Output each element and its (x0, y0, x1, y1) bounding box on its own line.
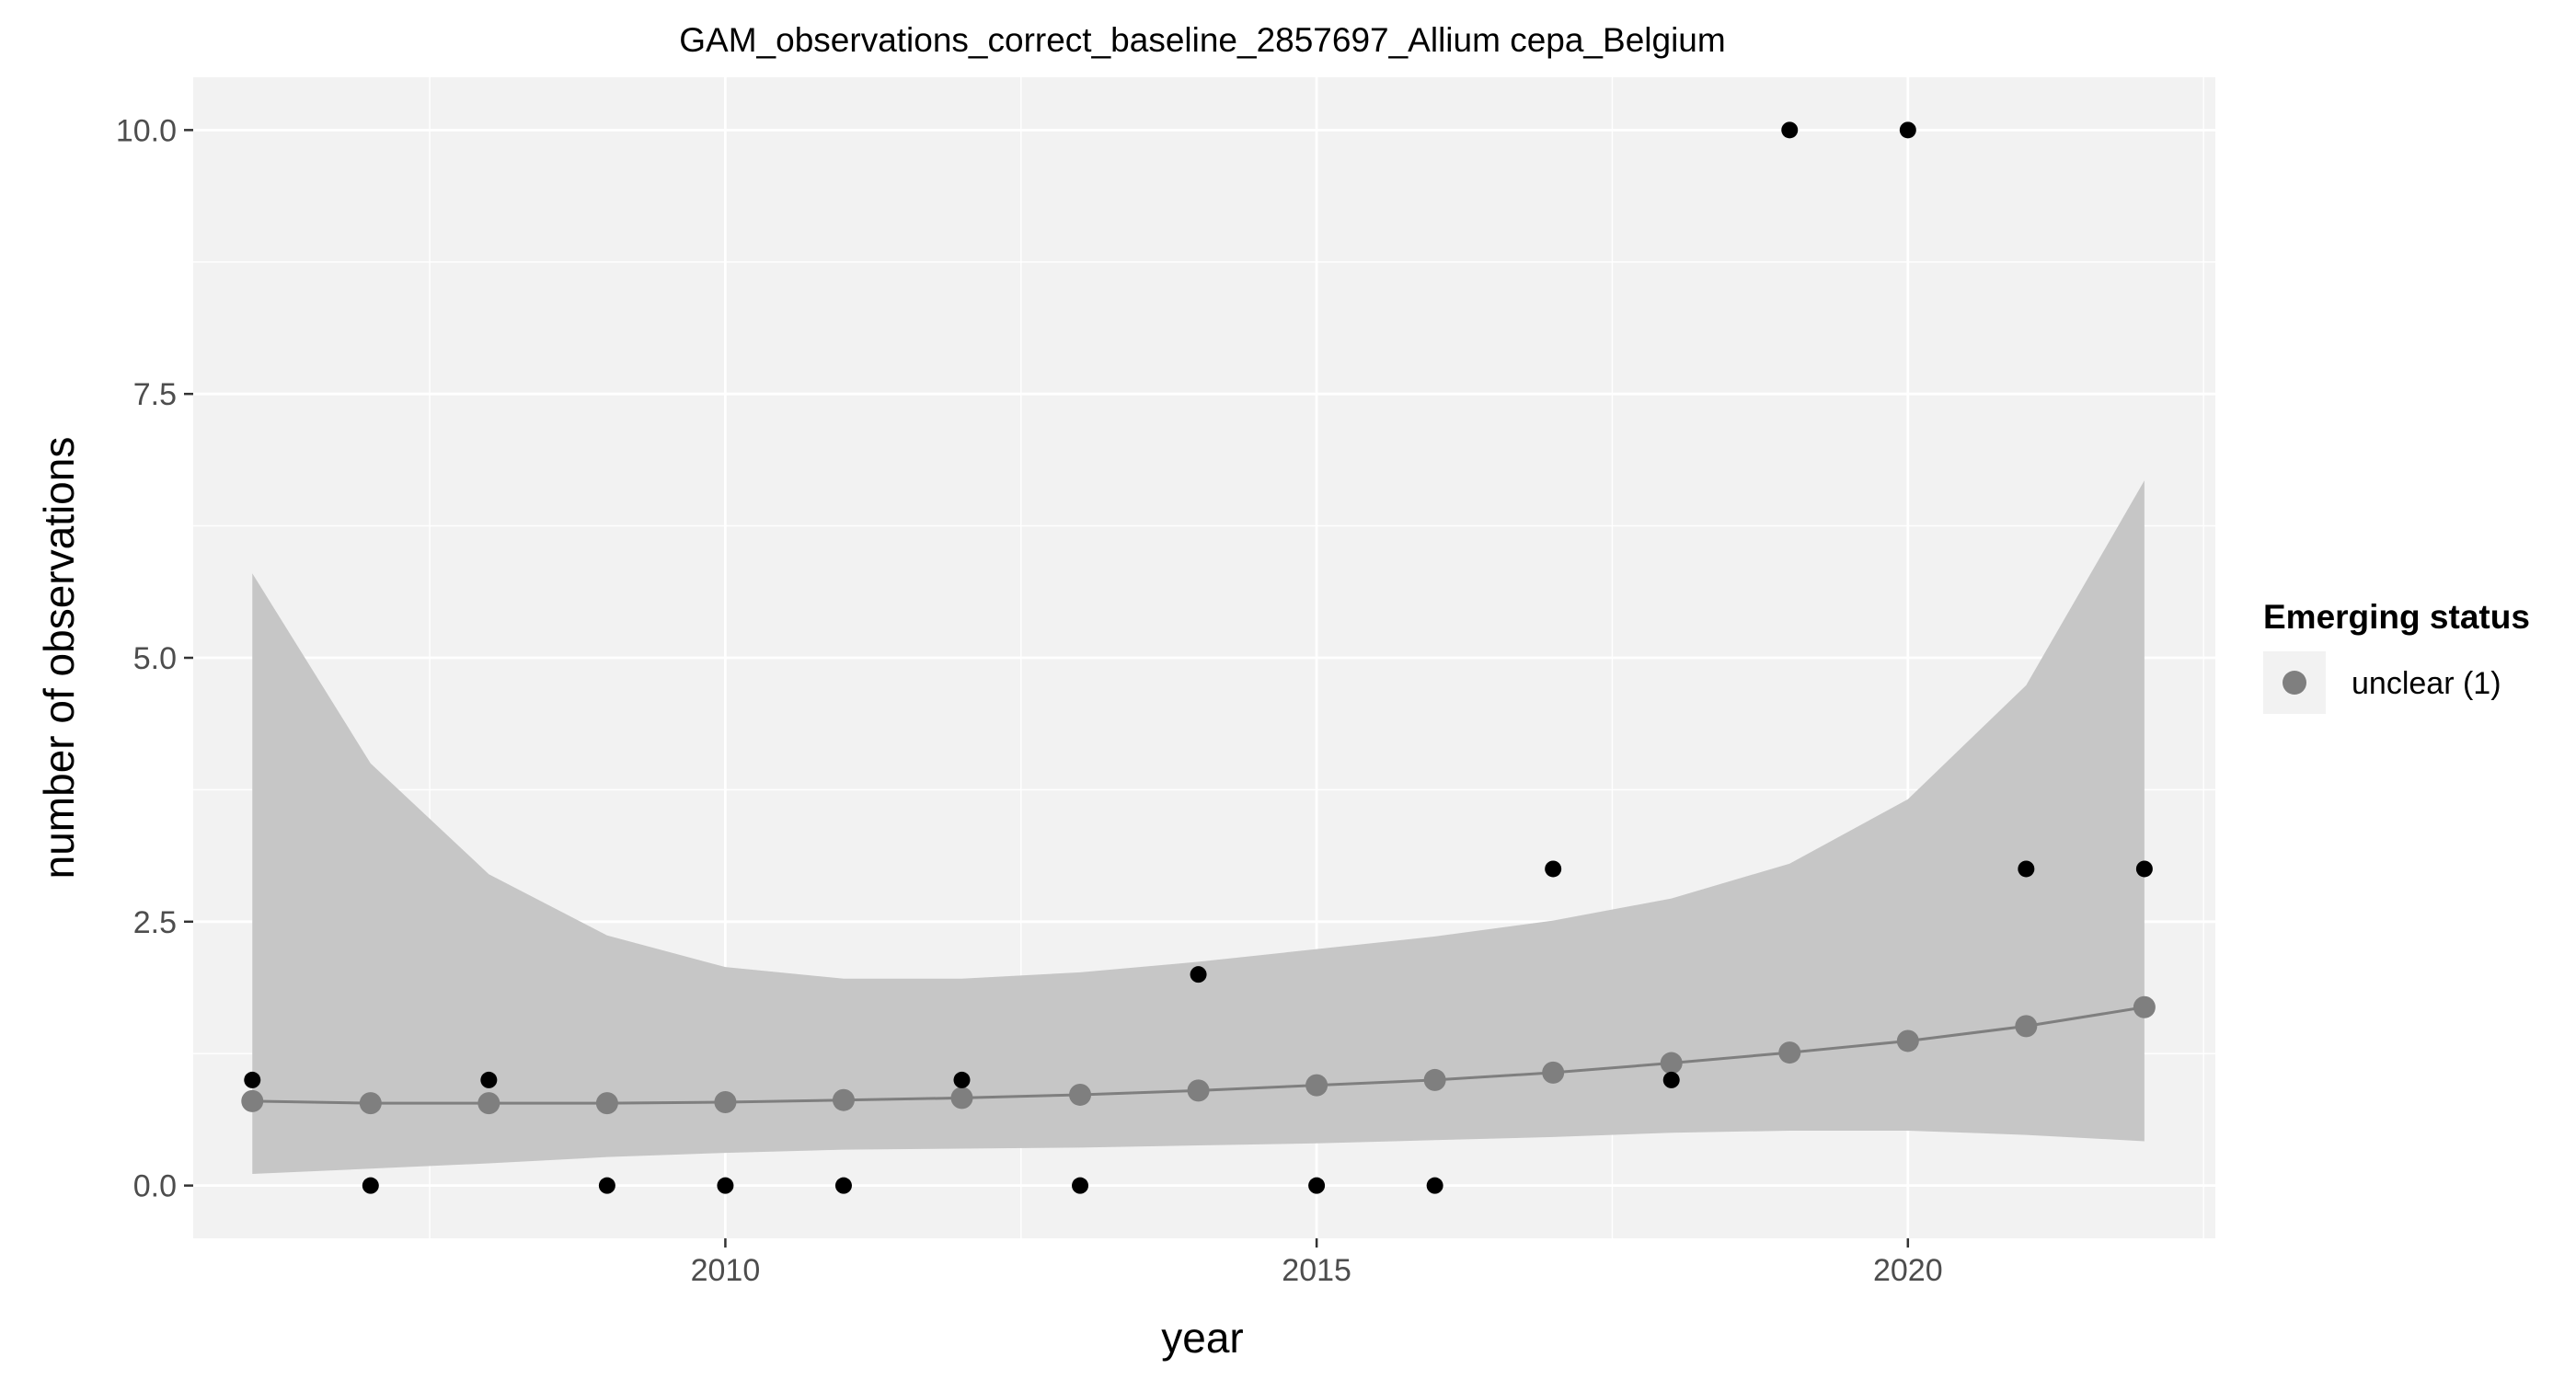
observation-point (717, 1177, 734, 1194)
fit-point (595, 1092, 618, 1115)
legend-title: Emerging status (2263, 598, 2530, 636)
fit-point (1305, 1074, 1328, 1097)
fit-point (359, 1092, 382, 1115)
observation-point (953, 1071, 971, 1088)
fit-point (832, 1088, 855, 1111)
legend-label: unclear (1) (2352, 666, 2501, 701)
fit-point (1542, 1061, 1565, 1084)
fit-point (2015, 1015, 2038, 1038)
x-tick-label: 2010 (691, 1253, 761, 1288)
confidence-band (252, 480, 2145, 1175)
y-axis: 0.0 2.5 5.0 7.5 10.0 (116, 113, 193, 1204)
fit-point (950, 1087, 973, 1110)
observation-point (1899, 121, 1916, 139)
x-tick-label: 2015 (1282, 1253, 1351, 1288)
y-tick-label: 10.0 (116, 113, 177, 148)
fit-point (1896, 1029, 1919, 1052)
observation-point (834, 1177, 852, 1194)
fit-point (1423, 1068, 1446, 1091)
fit-point (1660, 1052, 1683, 1075)
observation-point (1545, 860, 1562, 878)
legend: Emerging status unclear (1) (2263, 598, 2530, 714)
observation-point (1426, 1177, 1443, 1194)
x-axis: 2010 2015 2020 (691, 1238, 1943, 1288)
legend-key-point (2283, 671, 2306, 695)
observation-point (480, 1071, 498, 1088)
fit-point (1069, 1083, 1092, 1106)
fit-point (2133, 995, 2156, 1018)
observation-point (2135, 860, 2153, 878)
confidence-band-layer (252, 480, 2145, 1175)
observation-point (1781, 121, 1799, 139)
fit-layer (241, 995, 2156, 1115)
x-tick-label: 2020 (1873, 1253, 1943, 1288)
fit-point (477, 1092, 500, 1115)
y-axis-title: number of observations (35, 437, 83, 880)
y-tick-label: 0.0 (133, 1169, 177, 1204)
x-axis-title: year (1161, 1314, 1243, 1362)
y-tick-label: 5.0 (133, 641, 177, 676)
fit-point (714, 1091, 737, 1114)
observation-point (362, 1177, 379, 1194)
observation-point (2018, 860, 2035, 878)
y-tick-label: 7.5 (133, 377, 177, 412)
observation-point (1308, 1177, 1326, 1194)
observation-point (244, 1071, 261, 1088)
observation-point (1190, 966, 1207, 983)
y-tick-label: 2.5 (133, 905, 177, 940)
observation-point (1072, 1177, 1089, 1194)
fit-point (1778, 1041, 1801, 1064)
fit-point (1187, 1079, 1210, 1102)
observation-point (1662, 1071, 1680, 1088)
fit-point (241, 1089, 264, 1112)
chart-title: GAM_observations_correct_baseline_285769… (679, 21, 1725, 59)
observation-points (244, 121, 2153, 1194)
observation-point (598, 1177, 615, 1194)
